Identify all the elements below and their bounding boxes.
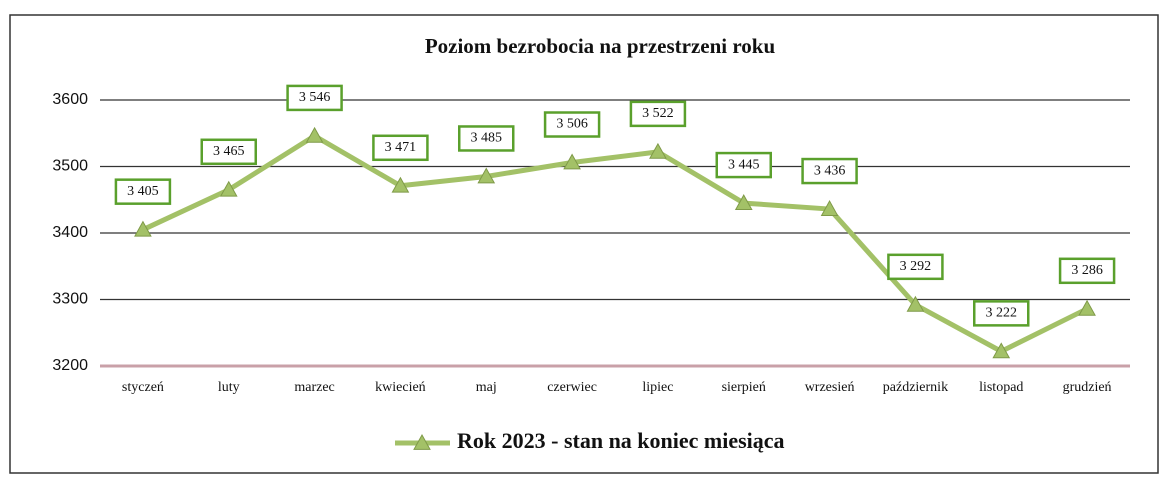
value-label: 3 292 bbox=[900, 259, 932, 274]
legend-label: Rok 2023 - stan na koniec miesiąca bbox=[457, 428, 785, 453]
marker bbox=[391, 176, 410, 193]
marker bbox=[305, 126, 324, 143]
value-label-box bbox=[543, 111, 601, 138]
x-tick-label: sierpień bbox=[722, 380, 766, 395]
x-tick-label: styczeń bbox=[122, 380, 164, 395]
x-tick-label: marzec bbox=[294, 380, 334, 395]
x-tick-label: maj bbox=[476, 380, 497, 395]
value-label: 3 522 bbox=[642, 106, 674, 121]
value-label: 3 485 bbox=[471, 131, 503, 146]
value-label-box bbox=[458, 125, 515, 152]
marker bbox=[906, 295, 925, 312]
chart-frame bbox=[9, 14, 1159, 474]
x-tick-label: grudzień bbox=[1063, 380, 1112, 395]
value-label-box bbox=[973, 300, 1030, 327]
value-label: 3 471 bbox=[385, 140, 417, 155]
x-tick-label: wrzesień bbox=[805, 380, 855, 395]
value-label: 3 405 bbox=[127, 184, 159, 199]
marker bbox=[734, 194, 753, 210]
marker bbox=[992, 342, 1011, 359]
y-tick-label: 3400 bbox=[52, 224, 88, 241]
value-label-box bbox=[200, 138, 257, 166]
value-label: 3 546 bbox=[299, 90, 331, 105]
x-tick-label: lipiec bbox=[642, 380, 673, 395]
value-label: 3 506 bbox=[556, 117, 588, 132]
x-tick-label: luty bbox=[218, 380, 240, 395]
marker bbox=[477, 167, 496, 184]
marker bbox=[820, 200, 839, 216]
value-label-box bbox=[1058, 257, 1116, 285]
x-tick-label: listopad bbox=[979, 380, 1023, 395]
value-label: 3 445 bbox=[728, 157, 760, 172]
value-label-box bbox=[114, 178, 172, 205]
value-label-box bbox=[715, 151, 772, 179]
marker bbox=[563, 153, 581, 170]
value-label-box bbox=[887, 253, 944, 281]
marker bbox=[1078, 299, 1096, 316]
x-tick-label: kwiecień bbox=[375, 380, 426, 395]
marker bbox=[134, 220, 152, 237]
value-label-box bbox=[629, 100, 687, 128]
x-tick-label: czerwiec bbox=[547, 380, 597, 395]
value-label-box bbox=[372, 134, 429, 162]
y-tick-label: 3500 bbox=[52, 158, 88, 175]
x-tick-label: październik bbox=[883, 380, 948, 395]
series-line bbox=[141, 133, 1089, 354]
y-tick-label: 3200 bbox=[52, 357, 88, 374]
value-label-box bbox=[286, 84, 343, 112]
legend-marker bbox=[413, 433, 431, 450]
marker bbox=[219, 180, 238, 197]
value-label: 3 286 bbox=[1071, 263, 1103, 278]
value-label-box bbox=[801, 157, 858, 185]
marker bbox=[649, 142, 667, 159]
y-tick-label: 3300 bbox=[52, 291, 88, 308]
value-label: 3 222 bbox=[986, 306, 1018, 321]
chart-title: Poziom bezrobocia na przestrzeni roku bbox=[425, 34, 776, 58]
y-tick-label: 3600 bbox=[52, 91, 88, 108]
value-label: 3 465 bbox=[213, 144, 245, 159]
value-label: 3 436 bbox=[814, 163, 846, 178]
